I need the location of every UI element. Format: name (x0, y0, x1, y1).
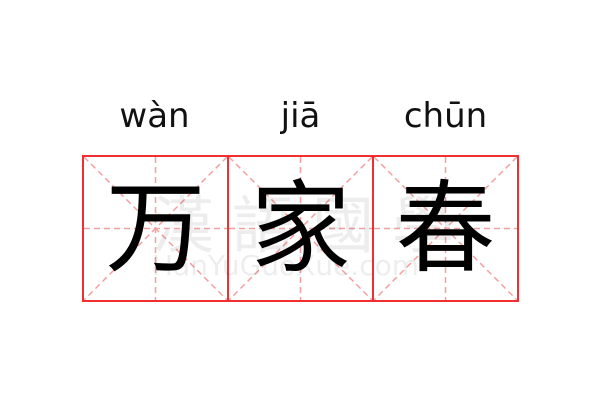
guide-lines (229, 157, 372, 300)
pinyin-1: wàn (119, 96, 190, 136)
character: 万 (105, 170, 206, 287)
character-grid: 万 家 春 漢語國學 HanYuGuoXue.com (82, 155, 519, 302)
guide-lines (84, 157, 227, 300)
character-cell: 春 (372, 155, 519, 302)
character: 春 (395, 170, 496, 287)
character-cell: 万 (82, 155, 229, 302)
guide-lines (374, 157, 517, 300)
pinyin-3: chūn (403, 96, 488, 136)
character: 家 (250, 170, 351, 287)
character-cell: 家 (227, 155, 374, 302)
pinyin-2: jiā (280, 96, 321, 136)
